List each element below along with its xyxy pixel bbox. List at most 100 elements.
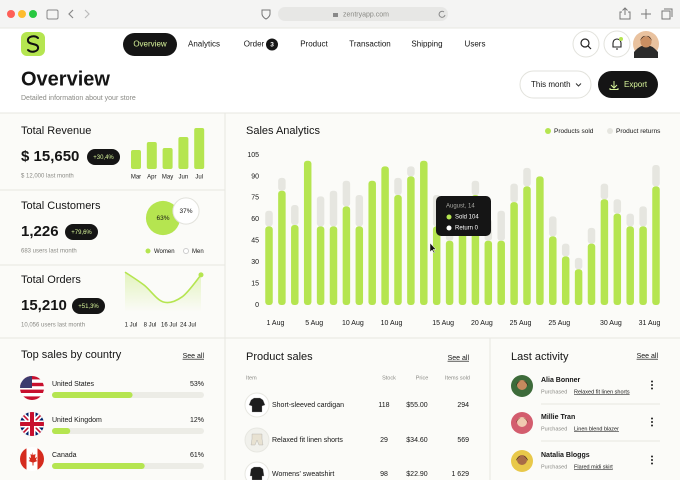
bar-segment [549, 236, 557, 305]
url: zentryapp.com [343, 11, 389, 18]
kebab-dot [651, 455, 653, 458]
card-previous: 10,056 users last month [21, 323, 85, 329]
bar-segment [278, 177, 286, 191]
period-select[interactable] [519, 70, 592, 99]
search-icon [580, 38, 590, 48]
y-tick-label: 45 [251, 238, 259, 245]
see-all-link[interactable]: See all [448, 355, 470, 362]
line-area [125, 272, 201, 312]
bar [131, 150, 141, 169]
bar-segment [445, 240, 454, 305]
export-label: Export [624, 80, 648, 89]
table-cell: 118 [378, 402, 389, 409]
value-label: 37% [179, 208, 192, 215]
country-share: 61% [190, 452, 204, 459]
bar-segment [329, 226, 338, 305]
bar-segment [549, 216, 557, 237]
activity-avatar-face [517, 380, 527, 390]
progress-bar [52, 463, 145, 469]
tabs-icon[interactable] [661, 8, 673, 20]
bar-segment [626, 213, 634, 227]
bar-segment [574, 269, 583, 305]
y-tick-label: 75 [251, 195, 259, 202]
share-icon[interactable] [619, 7, 631, 20]
country-name: United Kingdom [52, 417, 102, 424]
url-field[interactable] [278, 7, 448, 21]
bubble [145, 200, 181, 236]
search-button[interactable] [572, 30, 600, 58]
table-cell: Womens' sweatshirt [272, 471, 334, 478]
line-end-dot [198, 272, 204, 278]
reload-icon[interactable] [438, 10, 446, 18]
nav-tab[interactable]: Analytics [188, 40, 220, 49]
column-header: Stock [382, 375, 396, 381]
chart-title: Sales Analytics [246, 125, 320, 137]
bar-segment [523, 186, 531, 305]
bar-segment [639, 206, 647, 227]
column-header: Price [416, 375, 429, 381]
nav-tab-active[interactable] [123, 33, 177, 56]
value-label: 63% [156, 215, 169, 222]
x-tick-label: 1 Jul [125, 323, 138, 329]
kebab-dot [651, 387, 653, 390]
bar-segment [600, 199, 609, 305]
minimize-button[interactable] [18, 10, 26, 18]
activity-item[interactable]: Relaxed fit linen shorts [574, 389, 630, 395]
bar-segment [291, 205, 299, 225]
bar-segment [587, 243, 596, 305]
lock-icon [333, 13, 338, 17]
product-icon [248, 397, 266, 413]
new-tab-icon[interactable] [641, 9, 651, 19]
bar-segment [626, 226, 634, 305]
activity-avatar-face [517, 417, 527, 427]
back-icon[interactable] [68, 9, 74, 19]
table-cell: 294 [457, 402, 469, 409]
activity-name: Millie Tran [541, 414, 575, 421]
bar-segment [316, 226, 325, 305]
nav-tab[interactable]: Product [300, 40, 328, 49]
notifications-button[interactable] [603, 30, 631, 58]
bar-segment [303, 160, 312, 305]
card-value: 15,210 [21, 297, 67, 314]
export-button[interactable] [598, 71, 658, 98]
activity-action: Purchased [541, 426, 567, 432]
nav-tab[interactable]: Users [465, 40, 486, 49]
activity-item[interactable]: Flared midi skirt [574, 464, 613, 470]
see-all-link[interactable]: See all [637, 353, 659, 360]
bar-segment [432, 226, 441, 305]
table-cell: 29 [380, 437, 388, 444]
forward-icon[interactable] [84, 9, 90, 19]
nav-tab[interactable]: Transaction [349, 40, 391, 49]
bar-segment [316, 196, 325, 227]
bar-segment [600, 183, 609, 200]
x-tick-label: 31 Aug [639, 320, 661, 327]
card-value: $ 15,650 [21, 148, 79, 165]
bar-segment [574, 257, 583, 270]
nav-tab[interactable]: Shipping [411, 40, 442, 49]
nav-tab[interactable]: Overview [133, 40, 167, 49]
bar-segment [613, 199, 622, 214]
sidebar-icon[interactable] [46, 9, 59, 20]
legend-swatch [183, 248, 189, 254]
activity-item[interactable]: Linen blend blazer [574, 426, 619, 432]
table-cell: 98 [380, 471, 388, 478]
progress-bar [52, 428, 71, 434]
bar-segment [381, 166, 389, 305]
chevron-down [575, 83, 582, 87]
order-badge-count: 3 [270, 42, 274, 49]
maximize-button[interactable] [29, 10, 37, 18]
x-tick-label: 1 Aug [266, 320, 284, 327]
column-header: Item [246, 375, 257, 381]
see-all-link[interactable]: See all [183, 353, 205, 360]
nav-bar [21, 30, 659, 58]
progress-track [52, 428, 204, 434]
kebab-dot [651, 417, 653, 420]
section-title: Last activity [511, 351, 569, 363]
close-button[interactable] [7, 10, 15, 18]
bar-segment [342, 206, 351, 305]
bar-segment [561, 243, 570, 257]
legend-swatch [145, 248, 151, 254]
bar-segment [420, 160, 428, 305]
nav-tab[interactable]: Order [244, 40, 265, 49]
